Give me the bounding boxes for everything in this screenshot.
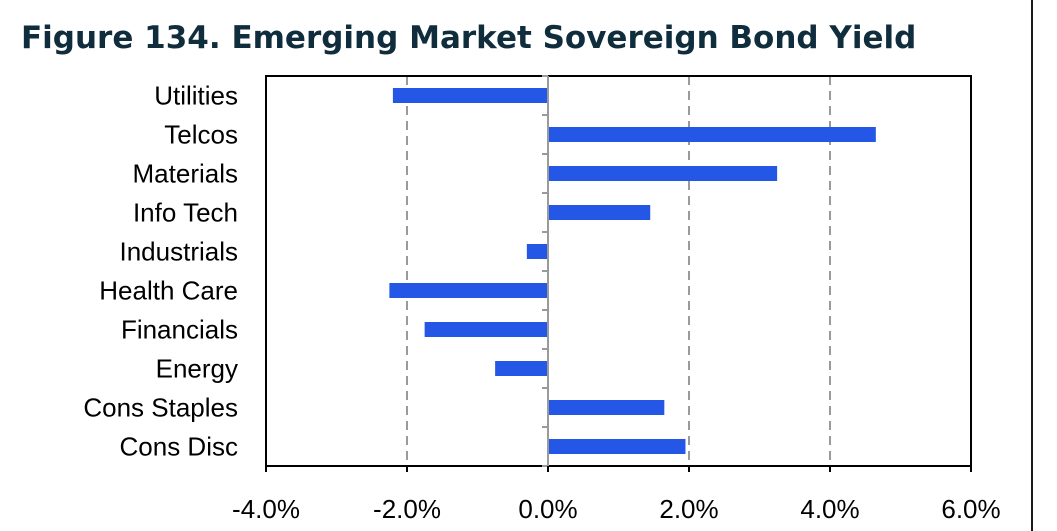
category-label: Industrials — [120, 237, 239, 267]
x-tick-label: -2.0% — [373, 494, 441, 524]
chart-title: Figure 134. Emerging Market Sovereign Bo… — [21, 20, 917, 56]
x-tick-label: -4.0% — [232, 494, 300, 524]
x-tick-label: 2.0% — [659, 494, 718, 524]
category-label: Energy — [156, 354, 238, 384]
bar — [548, 400, 665, 415]
category-label: Cons Staples — [83, 393, 238, 423]
category-label: Materials — [133, 159, 238, 189]
category-label: Telcos — [164, 120, 238, 150]
x-tick-label: 4.0% — [800, 494, 859, 524]
bar — [548, 205, 651, 220]
bar — [392, 88, 548, 103]
bar — [424, 322, 548, 337]
category-label: Info Tech — [133, 198, 238, 228]
x-tick-label: 6.0% — [941, 494, 1000, 524]
bar — [548, 439, 686, 454]
category-label: Utilities — [154, 81, 238, 111]
bar — [526, 244, 548, 259]
bar — [548, 166, 778, 181]
bar — [389, 283, 548, 298]
plot-area-border — [265, 75, 972, 467]
x-tick-label: 0.0% — [518, 494, 577, 524]
bar — [548, 127, 876, 142]
category-label: Financials — [121, 315, 238, 345]
category-label: Health Care — [99, 276, 238, 306]
category-label: Cons Disc — [120, 432, 238, 462]
bar — [495, 361, 548, 376]
right-border-rule — [1031, 0, 1033, 531]
